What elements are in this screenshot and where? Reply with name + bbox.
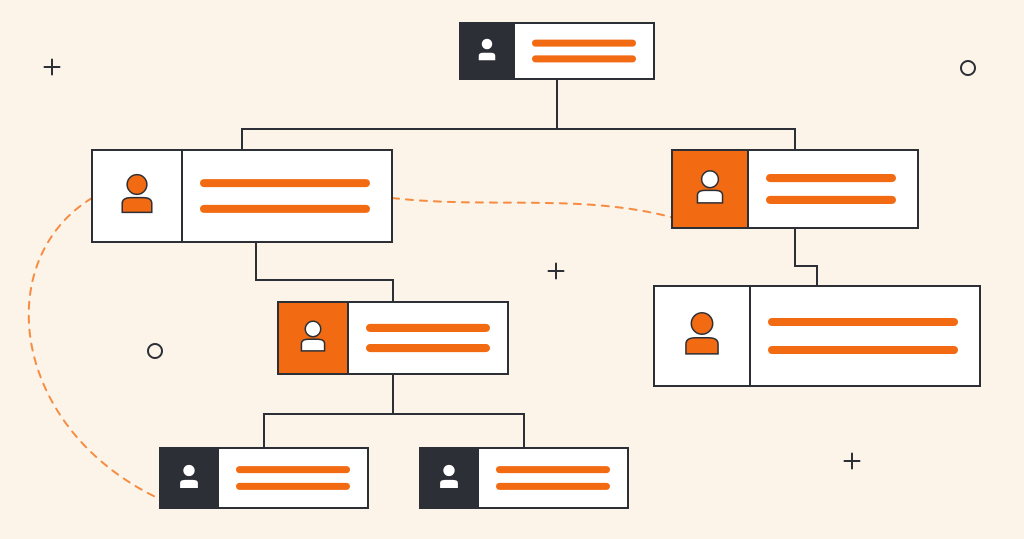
text-line bbox=[496, 466, 610, 473]
text-line bbox=[532, 55, 636, 62]
org-node-leafR bbox=[420, 448, 628, 508]
text-line bbox=[366, 344, 490, 352]
node-icon-box bbox=[672, 150, 748, 228]
text-line bbox=[532, 40, 636, 47]
node-icon-box bbox=[420, 448, 478, 508]
text-line bbox=[236, 466, 350, 473]
text-line bbox=[366, 324, 490, 332]
org-node-root bbox=[460, 23, 654, 79]
org-chart-diagram bbox=[0, 0, 1024, 539]
text-line bbox=[766, 196, 896, 204]
text-line bbox=[766, 174, 896, 182]
text-line bbox=[200, 179, 370, 187]
node-icon-box bbox=[278, 302, 348, 374]
org-node-l1 bbox=[92, 150, 392, 242]
org-node-r2 bbox=[654, 286, 980, 386]
text-line bbox=[768, 346, 958, 354]
text-line bbox=[496, 483, 610, 490]
org-node-leafL bbox=[160, 448, 368, 508]
text-line bbox=[236, 483, 350, 490]
text-line bbox=[200, 205, 370, 213]
org-node-l2 bbox=[278, 302, 508, 374]
node-icon-box bbox=[160, 448, 218, 508]
org-node-r1 bbox=[672, 150, 918, 228]
node-icon-box bbox=[654, 286, 750, 386]
node-icon-box bbox=[92, 150, 182, 242]
text-line bbox=[768, 318, 958, 326]
node-icon-box bbox=[460, 23, 514, 79]
